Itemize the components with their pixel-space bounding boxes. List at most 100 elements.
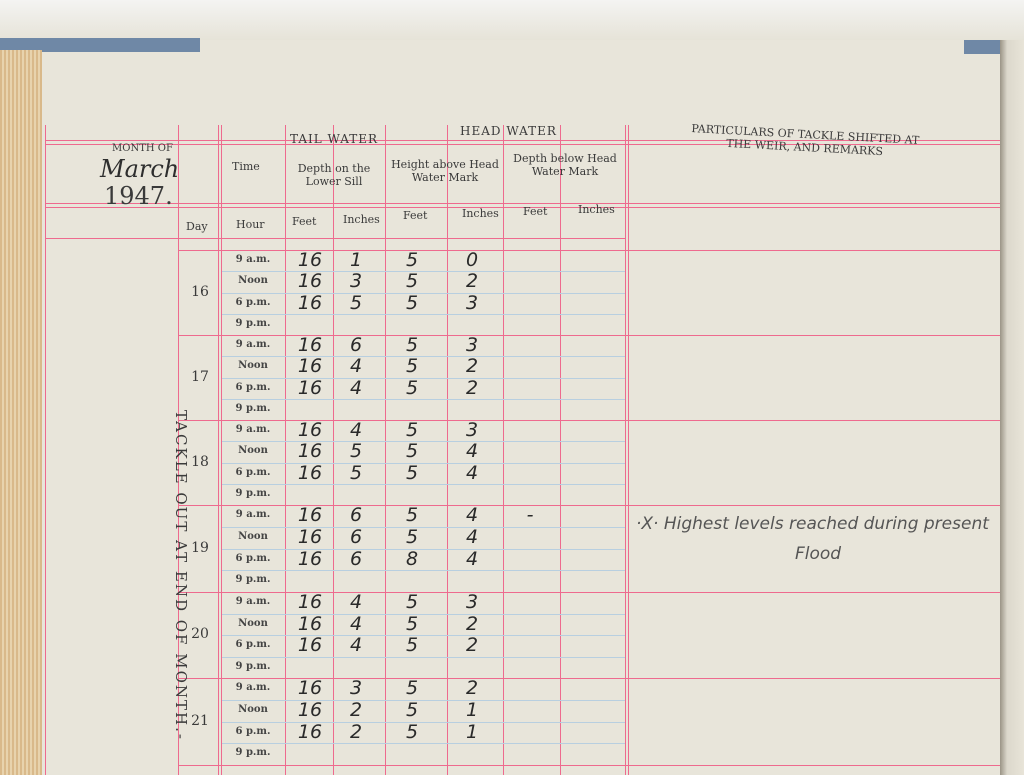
ledger-entry: 2	[349, 698, 363, 721]
ledger-entry: 4	[349, 355, 363, 378]
ledger-entry: 5	[405, 525, 419, 548]
ledger-entry: 1	[465, 698, 479, 721]
page-edges	[0, 50, 42, 775]
guide-line	[222, 271, 625, 273]
guide-line	[222, 398, 625, 400]
ledger-entry: 5	[405, 355, 419, 378]
tail-water-header: TAIL WATER	[290, 132, 379, 146]
rule-line	[178, 420, 1000, 421]
ledger-entry: 5	[349, 440, 363, 463]
hour-label: 9 a.m.	[235, 339, 271, 350]
hour-label: 6 p.m.	[235, 725, 271, 737]
hour-label: Noon	[238, 445, 268, 457]
rule-line	[178, 335, 1000, 336]
hour-label: 6 p.m.	[235, 552, 271, 564]
ledger-entry: 4	[465, 440, 479, 463]
guide-line	[222, 548, 625, 550]
rule-line	[178, 125, 179, 775]
head-water-header: HEAD WATER	[460, 124, 557, 138]
ledger-entry: 16	[297, 440, 323, 463]
month-value: March	[100, 155, 180, 183]
day-number: 17	[191, 369, 209, 385]
day-number: 16	[191, 284, 209, 300]
year-value: 1947.	[104, 182, 173, 210]
guide-line	[222, 313, 625, 315]
guide-line	[222, 483, 625, 485]
day-number: 21	[191, 712, 209, 729]
guide-line	[222, 656, 625, 658]
ledger-entry: 5	[405, 249, 419, 271]
ledger-entry: 6	[349, 547, 363, 570]
ledger-entry: 16	[297, 249, 323, 271]
rule-line	[628, 125, 629, 775]
hour-label: 9 p.m.	[235, 402, 271, 414]
rule-line	[447, 125, 448, 775]
ledger-entry: 4	[465, 547, 479, 570]
hour-label: 6 p.m.	[235, 466, 271, 478]
ledger-entry: 2	[465, 355, 479, 378]
head-below-header: Depth below Head Water Mark	[513, 152, 617, 178]
ledger-entry: 5	[349, 291, 363, 314]
hour-label: Noon	[238, 530, 268, 542]
ledger-entry: 16	[297, 677, 323, 699]
ledger-entry: 5	[405, 461, 419, 484]
ledger-entry: 5	[405, 270, 419, 293]
hour-label: Noon	[238, 703, 268, 715]
ledger-entry: 16	[297, 720, 323, 743]
ledger-entry: 16	[297, 419, 323, 441]
ledger-entry: 4	[349, 376, 363, 399]
ledger-entry: 5	[405, 677, 419, 699]
guide-line	[222, 699, 625, 701]
ledger-entry: 2	[465, 612, 479, 635]
ledger-entry: 3	[465, 291, 479, 314]
ledger-entry: 1	[465, 720, 479, 743]
ledger-entry: 16	[297, 547, 323, 570]
book-gutter	[1000, 40, 1024, 775]
rule-line	[45, 125, 46, 775]
ledger-entry: 6	[349, 334, 363, 356]
rule-line	[45, 203, 1000, 204]
guide-line	[222, 721, 625, 723]
ledger-entry: 4	[465, 504, 479, 526]
book-cover-left	[0, 38, 200, 52]
day-number: 19	[191, 539, 209, 556]
hour-label: 9 p.m.	[235, 660, 271, 672]
ledger-entry: 16	[297, 291, 323, 314]
hour-label: 9 a.m.	[235, 254, 271, 265]
ledger-entry: 4	[349, 634, 363, 656]
rule-line	[503, 125, 504, 775]
ledger-entry: 2	[349, 720, 363, 743]
tail-inches-header: Inches	[343, 213, 380, 226]
hour-label: 9 a.m.	[235, 596, 271, 607]
rule-line	[178, 592, 1000, 593]
ledger-entry: 16	[297, 376, 323, 399]
ledger-entry: 3	[465, 419, 479, 441]
rule-line	[178, 765, 1000, 766]
ledger-entry: 16	[297, 698, 323, 721]
ledger-entry: 2	[465, 270, 479, 293]
guide-line	[222, 526, 625, 528]
background-top	[0, 0, 1024, 40]
ledger-entry: 1	[349, 249, 363, 271]
hour-label: Noon	[238, 360, 268, 372]
guide-line	[222, 743, 625, 745]
ledger-entry: 5	[405, 291, 419, 314]
ledger-entry: 5	[405, 334, 419, 356]
ledger-entry: 2	[465, 376, 479, 399]
hour-label: 6 p.m.	[235, 296, 271, 308]
ledger-entry: 3	[465, 334, 479, 356]
remarks-header: PARTICULARS OF TACKLE SHIFTED AT THE WEI…	[691, 122, 920, 159]
ledger-entry: 0	[465, 249, 479, 271]
hour-label: Noon	[238, 617, 268, 629]
below-inches-header: Inches	[578, 203, 615, 216]
hour-header: Hour	[236, 218, 265, 231]
rule-line	[45, 207, 1000, 208]
hour-label: Noon	[238, 275, 268, 287]
rule-line	[333, 125, 334, 775]
rule-line	[385, 125, 386, 775]
ledger-entry: 5	[405, 440, 419, 463]
ledger-entry: 16	[297, 591, 323, 613]
ledger-entry: 5	[405, 698, 419, 721]
hour-label: 9 p.m.	[235, 487, 271, 499]
ledger-entry: 3	[465, 591, 479, 613]
